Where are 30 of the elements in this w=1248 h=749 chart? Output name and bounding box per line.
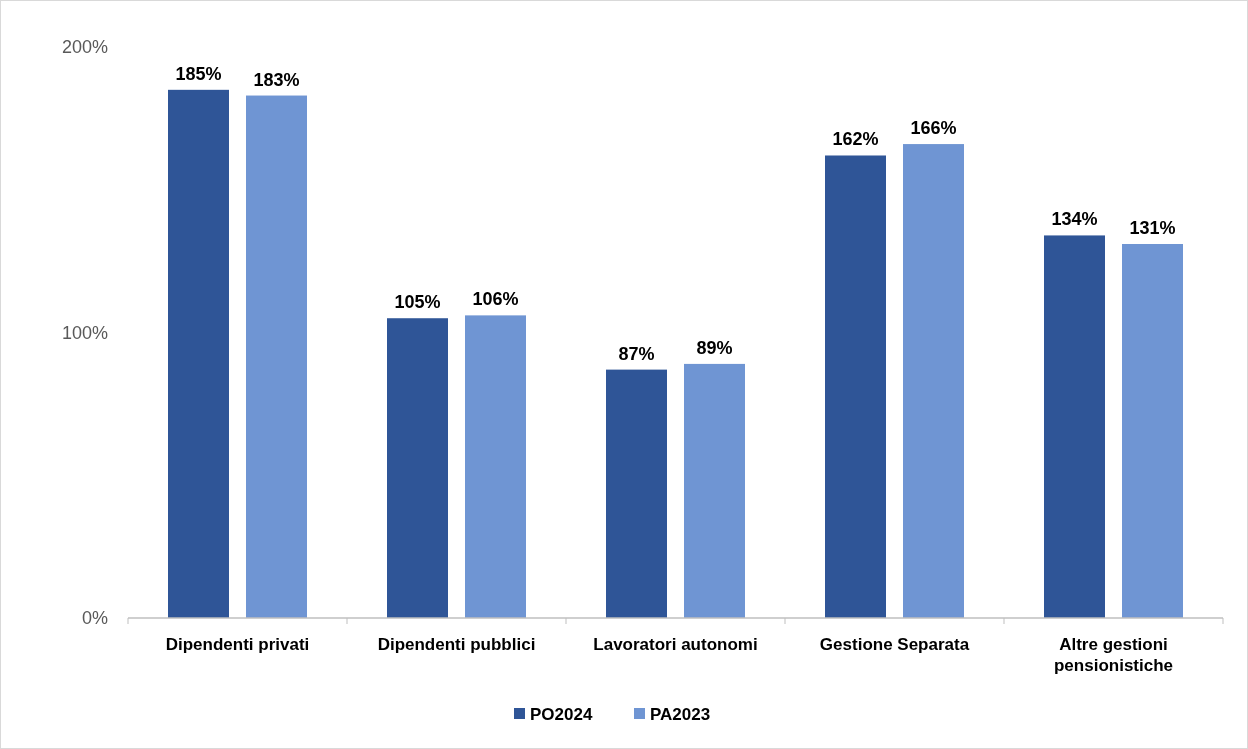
data-label: 162% (832, 129, 879, 150)
legend-label: PA2023 (650, 705, 711, 724)
data-label: 106% (472, 289, 519, 310)
x-tick-label: Altre gestioni pensionistiche (1053, 635, 1174, 675)
data-label: 134% (1051, 209, 1098, 230)
y-tick-label: 100% (61, 322, 108, 343)
bar (903, 144, 964, 618)
x-tick-label: Dipendenti privati (165, 635, 310, 654)
x-tick-label: Gestione Separata (819, 635, 970, 654)
bar (168, 89, 229, 618)
data-label: 105% (394, 292, 441, 313)
data-label: 131% (1129, 217, 1176, 238)
data-label: 87% (618, 343, 655, 364)
x-tick-label: Dipendenti pubblici (377, 635, 536, 654)
bar (246, 95, 307, 618)
bar (387, 318, 448, 618)
bar (606, 369, 667, 618)
bar (1122, 244, 1183, 618)
data-label: 166% (910, 118, 957, 139)
bar (1044, 235, 1105, 618)
data-label: 185% (175, 63, 222, 84)
y-tick-label: 0% (81, 608, 108, 628)
data-label: 183% (253, 69, 300, 90)
data-label: 89% (696, 337, 733, 358)
bar (465, 315, 526, 618)
x-tick-label: Lavoratori autonomi (593, 635, 758, 654)
y-tick-label: 200% (61, 37, 108, 57)
bar (684, 363, 745, 618)
legend-label: PO2024 (530, 705, 593, 724)
bar (825, 155, 886, 618)
